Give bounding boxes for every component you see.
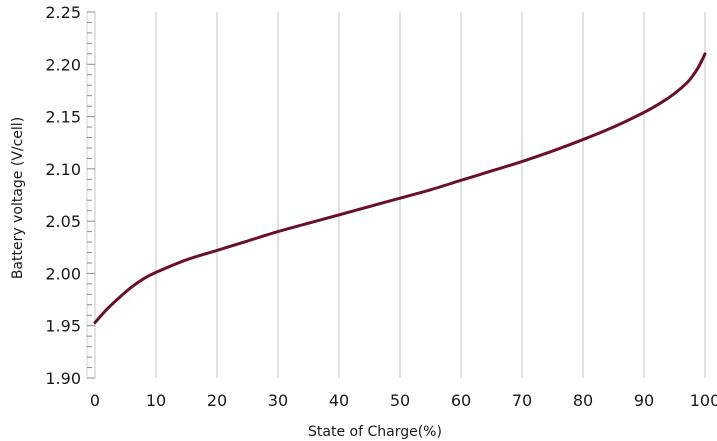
- x-tick-label: 90: [634, 391, 654, 410]
- axis-layer: [86, 11, 95, 379]
- x-tick-label: 100: [690, 391, 717, 410]
- y-tick-label: 2.25: [45, 3, 81, 22]
- x-tick-label: 10: [146, 391, 166, 410]
- y-tick-label: 2.15: [45, 108, 81, 127]
- series-line: [93, 52, 707, 325]
- y-axis-title: Battery voltage (V/cell): [10, 117, 26, 279]
- x-tick-label: 30: [268, 391, 288, 410]
- y-tick-label: 2.10: [45, 160, 81, 179]
- y-tick-label: 1.90: [45, 369, 81, 388]
- x-tick-label: 80: [573, 391, 593, 410]
- x-tick-label: 20: [207, 391, 227, 410]
- x-tick-label: 60: [451, 391, 471, 410]
- y-tick-label: 2.20: [45, 55, 81, 74]
- series-layer: [93, 52, 707, 325]
- grid-layer: [94, 12, 706, 378]
- x-tick-label: 50: [390, 391, 410, 410]
- x-axis-title: State of Charge(%): [308, 424, 442, 440]
- x-tick-label: 0: [90, 391, 100, 410]
- y-tick-label: 2.00: [45, 264, 81, 283]
- x-tick-label: 70: [512, 391, 532, 410]
- x-tick-label: 40: [329, 391, 349, 410]
- y-tick-label: 1.95: [45, 317, 81, 336]
- y-tick-label: 2.05: [45, 212, 81, 231]
- tick-label-layer: 0 10 20 30 40 50 60 70 80 90 100 1.90 1.95 2.00 2.05 2.…: [45, 3, 717, 410]
